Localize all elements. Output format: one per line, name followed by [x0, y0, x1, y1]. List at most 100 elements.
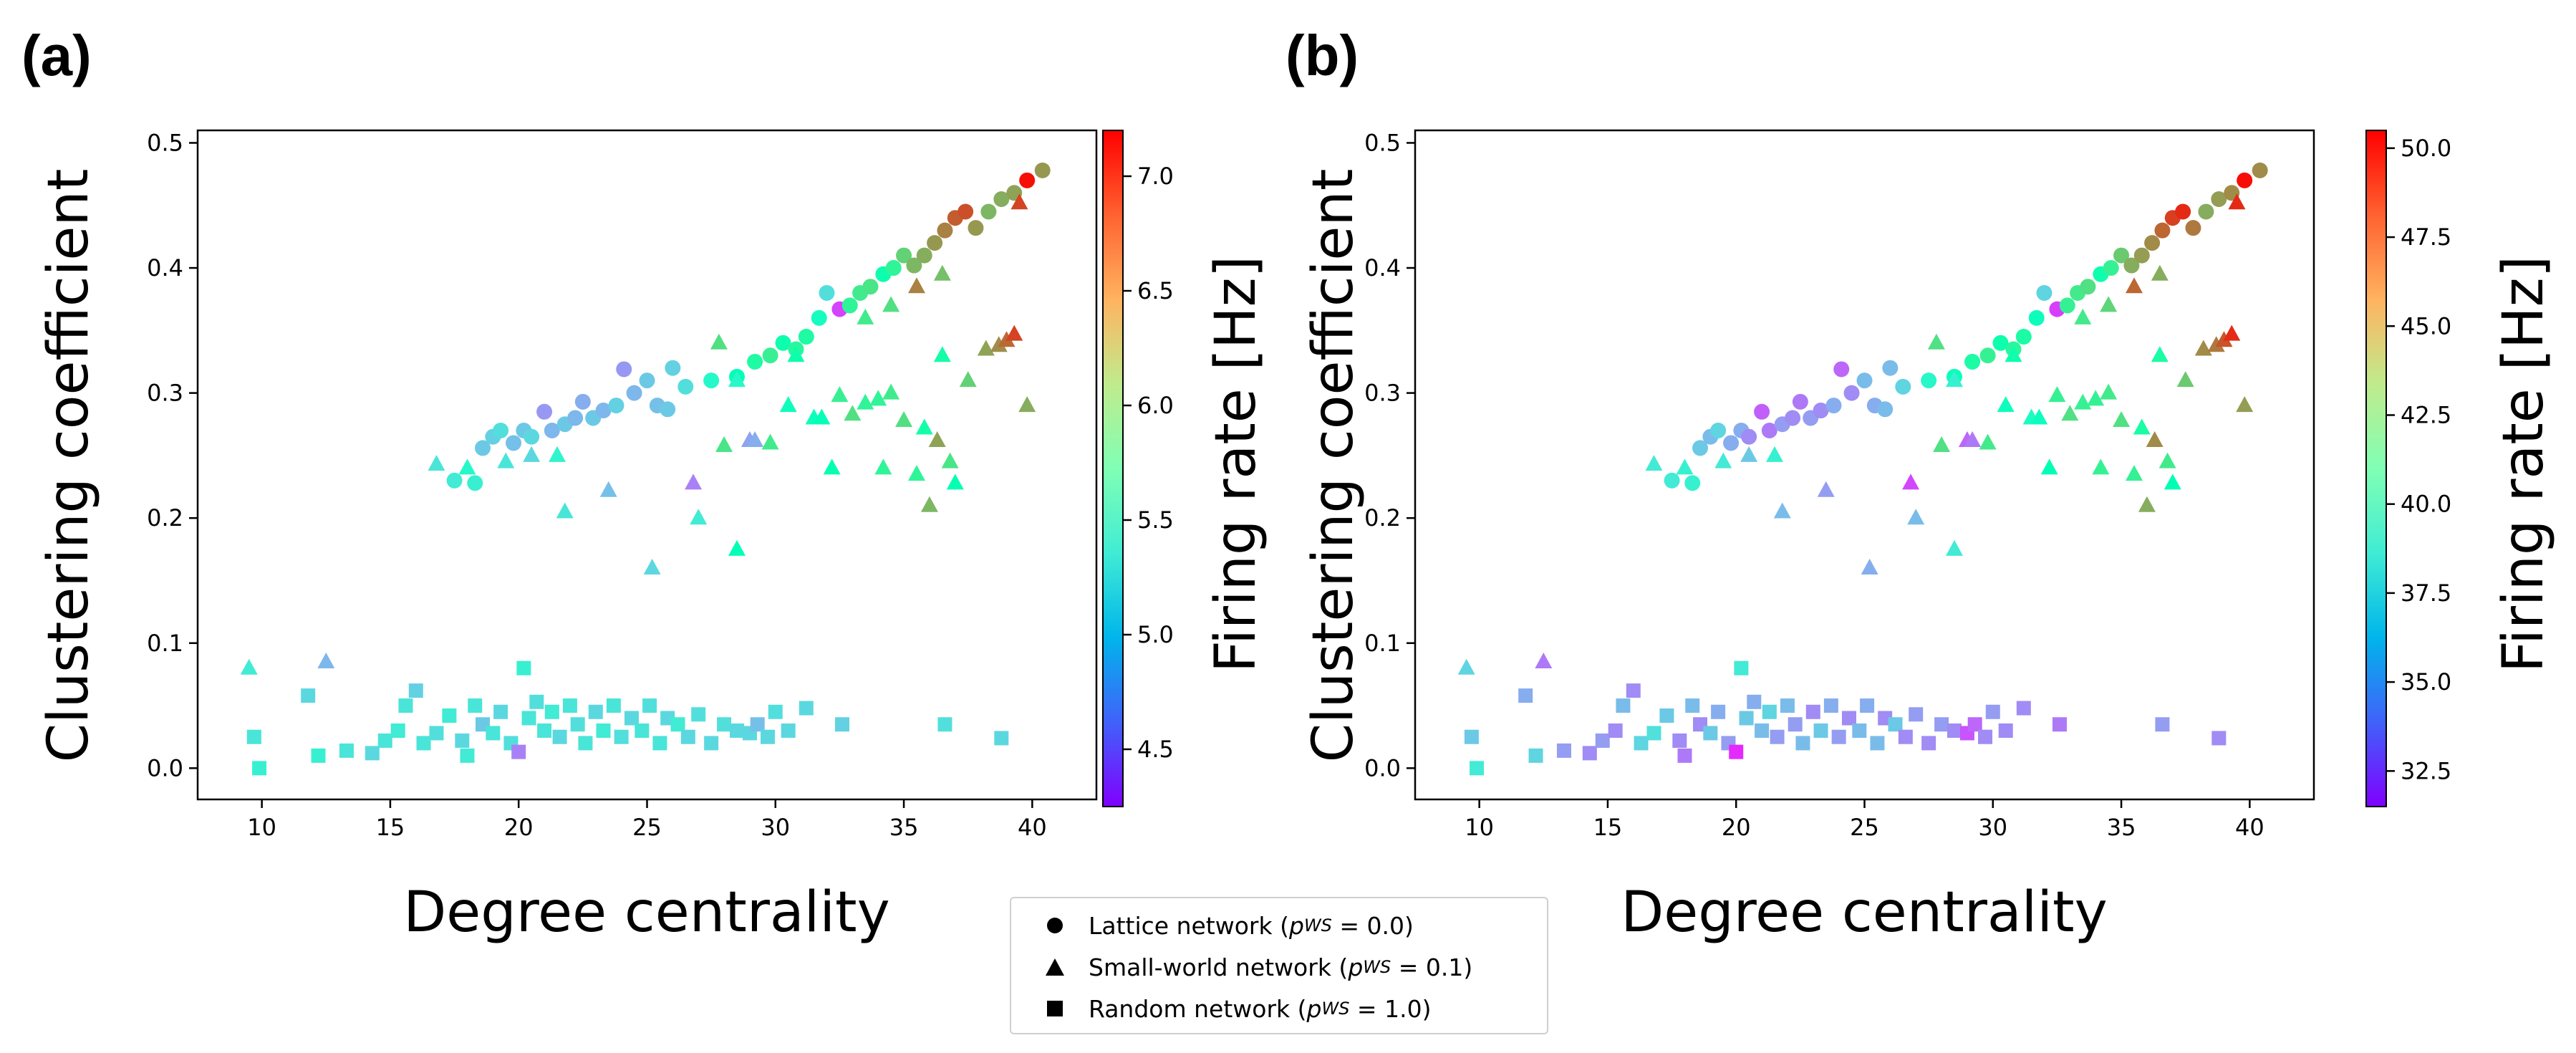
point-square-b [2211, 731, 2227, 746]
panel-label-a: (a) [21, 24, 92, 87]
point-triangle-a [728, 371, 746, 388]
point-triangle-a [831, 386, 849, 403]
point-square-b [1729, 744, 1744, 759]
point-square-b [1528, 748, 1543, 763]
point-circle-a [475, 440, 491, 456]
point-circle-b [2133, 247, 2150, 264]
point-triangle-a [761, 433, 779, 450]
point-triangle-b [2040, 458, 2058, 475]
x-tick-label-a: 30 [761, 814, 790, 841]
point-circle-a [446, 472, 463, 489]
point-square-b [1470, 761, 1485, 776]
point-circle-b [2028, 309, 2045, 326]
point-circle-b [2185, 220, 2201, 236]
point-triangle-b [1645, 455, 1663, 471]
point-triangle-a [857, 393, 874, 410]
point-circle-a [819, 284, 835, 301]
point-circle-b [1882, 360, 1899, 376]
point-square-b [2016, 701, 2031, 716]
point-triangle-b [1927, 333, 1945, 350]
point-square-b [1898, 729, 1913, 744]
panel-label-b: (b) [1285, 24, 1359, 87]
colorbar-tick-label-a: 6.0 [1137, 392, 1174, 419]
point-square-b [1998, 723, 2013, 738]
colorbar-ticks-b: 32.5 35.0 37.5 40.0 42.5 45.0 47.5 50.0 [2386, 135, 2451, 784]
point-circle-a [595, 403, 612, 419]
point-triangle-b [2126, 277, 2143, 294]
point-square-b [1703, 726, 1718, 741]
point-triangle-a [857, 308, 874, 324]
point-circle-a [639, 372, 655, 389]
colorbar-b [2365, 130, 2387, 807]
y-tick-label-a: 0.3 [147, 380, 183, 407]
colorbar-ticks-a: 4.5 5.0 5.5 6.0 6.5 7.0 [1123, 163, 1174, 763]
point-circle-a [841, 297, 858, 314]
point-triangle-a [715, 436, 733, 452]
point-triangle-b [2146, 431, 2163, 447]
colorbar-tick-label-b: 47.5 [2401, 223, 2451, 251]
point-square-b [1831, 729, 1846, 744]
point-triangle-a [844, 405, 862, 421]
point-circle-b [1684, 475, 1701, 491]
point-square-b [1852, 723, 1867, 738]
point-square-a [606, 698, 621, 713]
point-circle-b [1723, 435, 1740, 451]
point-square-a [377, 733, 392, 748]
point-circle-b [1785, 410, 1801, 426]
point-triangle-a [710, 333, 728, 350]
panel-b: (b) 10 15 20 25 30 35 40 0.0 0.1 0.2 0.3 0.4 0.5 Clu… [1285, 24, 2556, 945]
colorbar-tick-label-b: 50.0 [2401, 135, 2451, 162]
point-circle-a [762, 347, 778, 364]
point-triangle-b [2163, 473, 2181, 490]
colorbar-tick-label-b: 42.5 [2401, 401, 2451, 428]
point-triangle-a [933, 346, 951, 362]
point-triangle-a [941, 452, 959, 468]
point-square-a [537, 723, 552, 738]
point-triangle-a [1018, 396, 1036, 413]
point-circle-a [927, 235, 943, 251]
point-square-a [799, 701, 814, 716]
point-square-a [468, 698, 483, 713]
point-triangle-a [908, 277, 925, 294]
point-square-a [680, 729, 695, 744]
y-tick-label-a: 0.4 [147, 254, 183, 282]
point-triangle-b [2151, 264, 2169, 281]
point-circle-a [957, 203, 974, 220]
point-square-a [416, 736, 431, 751]
point-triangle-a [813, 408, 831, 425]
point-square-a [408, 683, 423, 698]
point-circle-a [544, 422, 560, 438]
point-triangle-b [2126, 465, 2143, 481]
colorbar-tick-label-a: 5.5 [1137, 506, 1174, 534]
legend-param-random: 1.0 [1384, 994, 1422, 1023]
legend-entry-random: Random network (p WS = 1.0) [1040, 989, 1431, 1029]
point-square-b [1788, 717, 1803, 732]
point-square-a [596, 723, 611, 738]
circle-marker-icon [1040, 911, 1070, 940]
point-triangle-b [2074, 393, 2092, 410]
legend-p-symbol: p [1306, 994, 1322, 1023]
point-circle-b [2198, 203, 2214, 220]
point-circle-a [980, 203, 997, 220]
point-square-b [1747, 694, 1762, 709]
point-square-b [1659, 708, 1674, 723]
point-circle-a [703, 372, 720, 389]
point-square-b [1823, 698, 1838, 713]
point-circle-b [2103, 260, 2119, 277]
legend-param-small-world: 0.1 [1425, 953, 1464, 981]
colorbar-tick-label-a: 5.0 [1137, 621, 1174, 648]
x-tick-label-b: 30 [1978, 814, 2007, 841]
point-triangle-a [874, 458, 892, 475]
x-tick-label-a: 15 [376, 814, 405, 841]
point-triangle-a [882, 383, 900, 400]
point-circle-a [798, 329, 814, 345]
point-triangle-b [1457, 658, 1475, 675]
point-square-a [529, 694, 544, 709]
point-circle-b [1710, 422, 1727, 438]
point-circle-a [862, 279, 879, 295]
x-tick-label-b: 10 [1465, 814, 1494, 841]
point-circle-a [677, 378, 694, 395]
point-triangle-a [497, 452, 515, 468]
point-triangle-a [240, 658, 258, 675]
